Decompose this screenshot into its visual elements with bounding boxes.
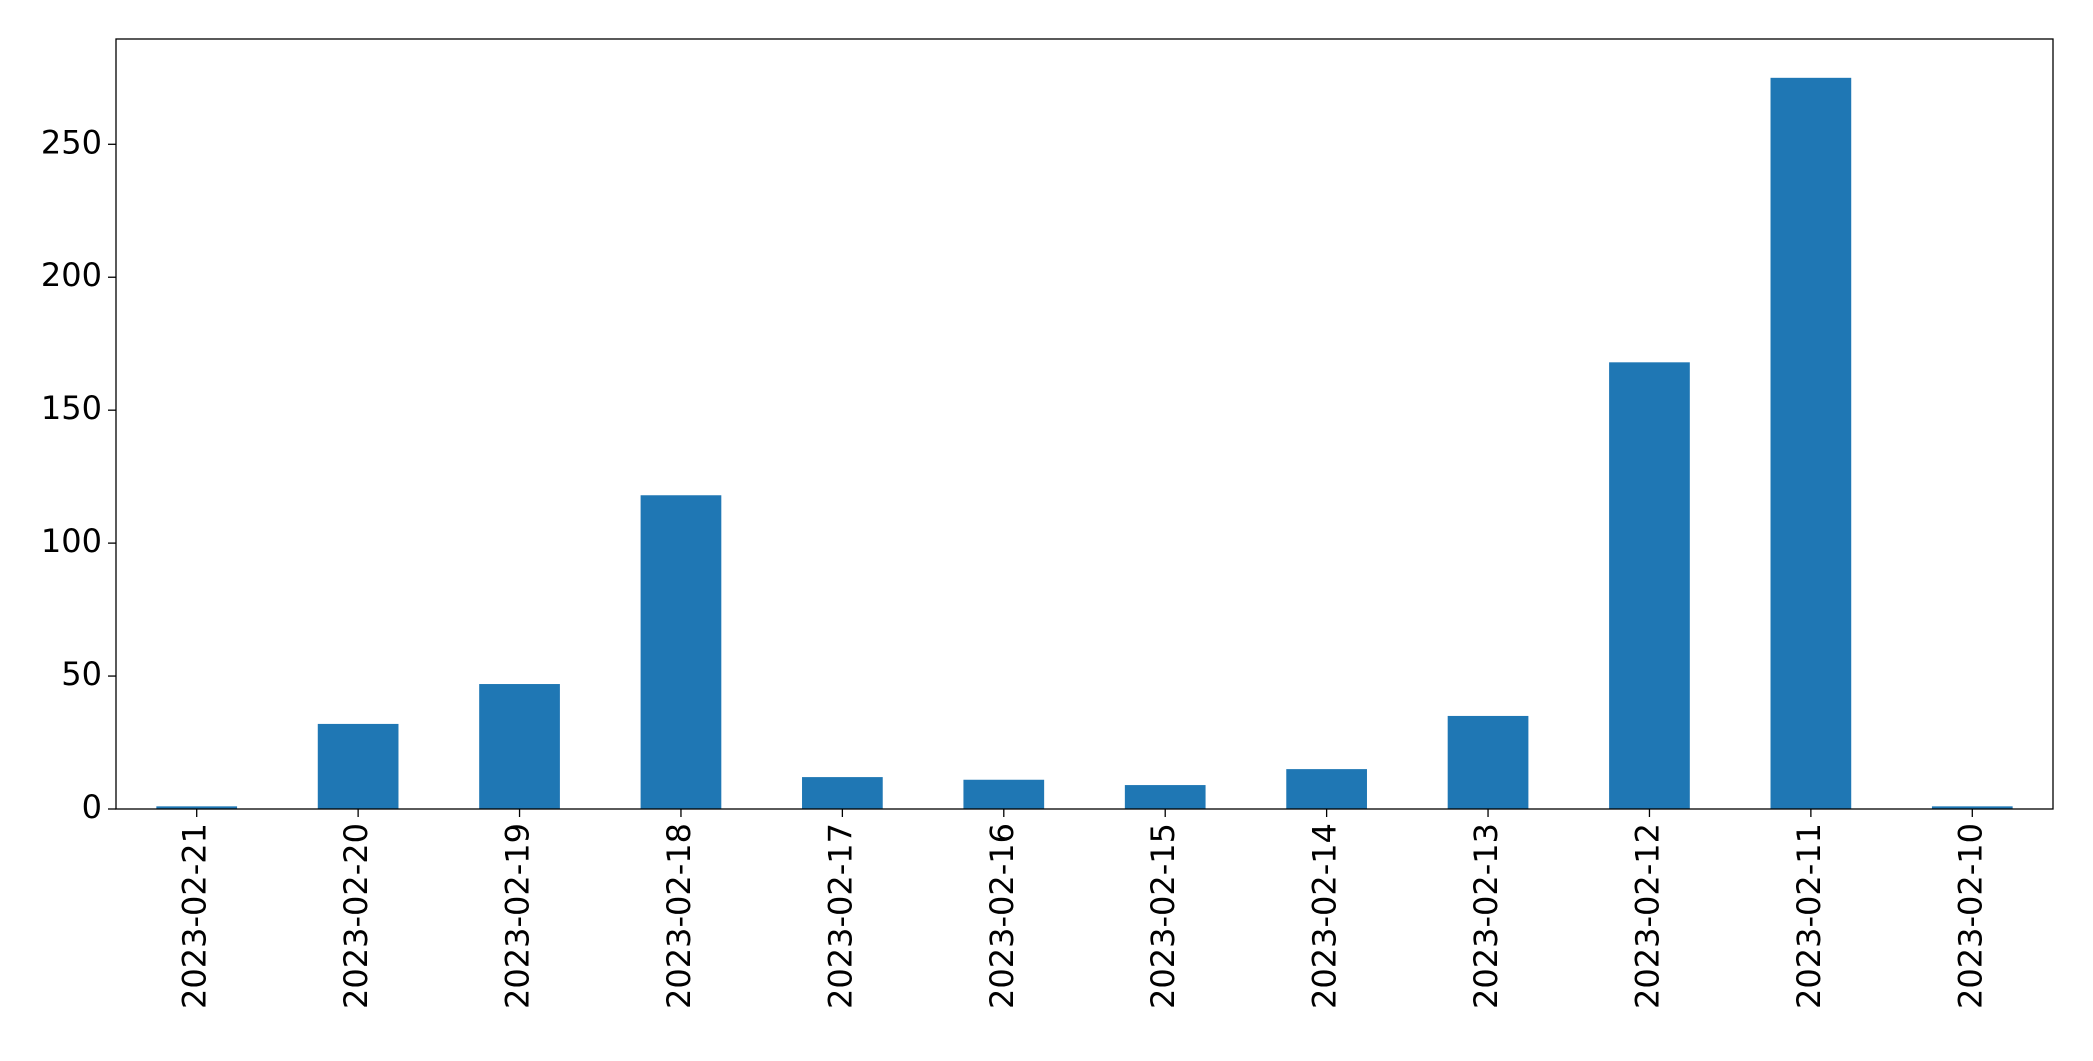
x-tick-label: 2023-02-19	[499, 823, 537, 1009]
y-tick-label: 100	[41, 522, 102, 560]
y-tick-label: 50	[61, 655, 102, 693]
x-tick-label: 2023-02-10	[1951, 823, 1989, 1009]
bar	[1609, 362, 1690, 809]
bar	[1447, 715, 1529, 809]
bar	[963, 779, 1045, 809]
y-tick-label: 150	[41, 389, 102, 427]
bar	[802, 777, 883, 809]
x-tick-label: 2023-02-11	[1790, 823, 1828, 1009]
y-tick-label: 250	[41, 123, 102, 161]
x-tick-label: 2023-02-20	[337, 823, 375, 1009]
x-tick-label: 2023-02-17	[821, 823, 859, 1009]
x-tick-label: 2023-02-16	[983, 823, 1021, 1009]
bar	[156, 806, 238, 809]
x-tick-label: 2023-02-15	[1144, 823, 1182, 1009]
bar	[640, 495, 722, 809]
plot-frame	[115, 38, 2054, 810]
x-tick-label: 2023-02-13	[1467, 823, 1505, 1009]
y-tick-label: 200	[41, 256, 102, 294]
bar	[1931, 806, 2013, 809]
bar	[317, 723, 399, 809]
x-tick-label: 2023-02-18	[660, 823, 698, 1009]
x-tick-label: 2023-02-21	[176, 823, 214, 1009]
bar	[1124, 785, 1206, 809]
bar	[1770, 77, 1852, 809]
y-tick-label: 0	[82, 788, 102, 826]
x-tick-label: 2023-02-12	[1628, 823, 1666, 1009]
x-tick-label: 2023-02-14	[1306, 823, 1344, 1009]
bar	[1286, 769, 1367, 809]
bar	[479, 684, 560, 809]
